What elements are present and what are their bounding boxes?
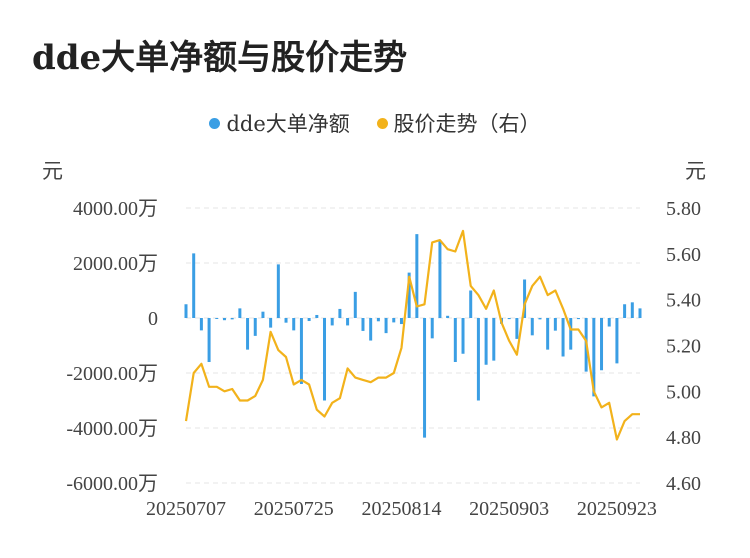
bar — [238, 308, 242, 318]
bar — [184, 304, 188, 318]
bar — [299, 318, 303, 384]
bar — [207, 318, 211, 362]
bar — [484, 318, 488, 365]
right-axis-unit: 元 — [685, 159, 706, 183]
right-tick-label: 5.40 — [666, 290, 701, 312]
bar — [392, 318, 396, 323]
bar — [230, 318, 234, 320]
legend-label-price: 股价走势（右） — [393, 112, 541, 136]
bar — [338, 308, 342, 318]
bar — [192, 253, 196, 318]
x-tick-label: 20250707 — [146, 498, 226, 520]
bar — [369, 318, 373, 341]
left-tick-label: -6000.00万 — [66, 473, 158, 495]
legend-dot-dde-icon — [209, 117, 221, 129]
bar — [261, 311, 265, 318]
bar — [323, 318, 327, 401]
bar — [607, 318, 611, 327]
bar — [638, 308, 642, 318]
line-series — [184, 229, 640, 441]
bar — [253, 318, 257, 336]
bar — [292, 318, 296, 331]
legend: dde大单净额 股价走势（右） — [0, 108, 750, 138]
bar — [269, 318, 273, 328]
bar — [276, 264, 280, 318]
axis-labels: 4000.00万 2000.00万 0 -2000.00万 -4000.00万 -6000… — [66, 198, 701, 520]
bar — [446, 315, 450, 318]
left-tick-label: -2000.00万 — [66, 363, 158, 385]
bar — [307, 318, 311, 322]
legend-item-price[interactable]: 股价走势（右） — [376, 108, 541, 138]
right-tick-label: 4.60 — [666, 473, 701, 495]
bar — [376, 318, 380, 322]
bar — [507, 318, 511, 320]
bar — [546, 318, 550, 350]
x-tick-label: 20250725 — [254, 498, 334, 520]
bar — [630, 302, 634, 318]
right-tick-label: 5.60 — [666, 244, 701, 266]
bar — [415, 234, 419, 318]
bar — [469, 290, 473, 318]
bar — [361, 318, 365, 331]
left-axis-unit: 元 — [42, 159, 63, 183]
bar — [330, 318, 334, 326]
right-tick-label: 5.00 — [666, 381, 701, 403]
right-tick-label: 4.80 — [666, 427, 701, 449]
bar — [623, 304, 627, 318]
bar — [284, 318, 288, 323]
bar — [353, 291, 357, 318]
bar-series — [184, 234, 642, 438]
x-tick-label: 20250814 — [361, 498, 441, 520]
left-tick-label: 0 — [148, 308, 158, 330]
bar — [199, 318, 203, 331]
bar — [423, 318, 427, 438]
x-tick-label: 20250903 — [469, 498, 549, 520]
bar — [430, 318, 434, 339]
bar — [592, 318, 596, 397]
x-tick-label: 20250923 — [577, 498, 657, 520]
bar — [492, 318, 496, 361]
legend-dot-price-icon — [376, 117, 388, 129]
bar — [615, 318, 619, 364]
bar — [553, 318, 557, 331]
bar — [523, 279, 527, 318]
bar — [561, 318, 565, 357]
legend-item-dde[interactable]: dde大单净额 — [209, 108, 350, 138]
bar — [246, 318, 250, 350]
bar — [461, 318, 465, 354]
bar — [384, 318, 388, 334]
bar — [222, 318, 226, 321]
bar — [215, 318, 219, 319]
bar — [407, 272, 411, 318]
bar — [315, 314, 319, 318]
bar — [576, 318, 580, 320]
left-tick-label: 4000.00万 — [73, 198, 158, 220]
bar — [569, 318, 573, 350]
left-tick-label: -4000.00万 — [66, 418, 158, 440]
chart-title: dde大单净额与股价走势 — [32, 38, 408, 78]
right-tick-label: 5.80 — [666, 198, 701, 220]
right-tick-label: 5.20 — [666, 336, 701, 358]
legend-label-dde: dde大单净额 — [226, 112, 350, 136]
bar — [453, 318, 457, 362]
left-tick-label: 2000.00万 — [73, 253, 158, 275]
grid-layer — [186, 207, 640, 484]
price-line — [184, 229, 640, 441]
bar — [538, 318, 542, 320]
bar — [346, 318, 350, 326]
bar — [399, 318, 403, 325]
bar — [476, 318, 480, 401]
bar — [515, 318, 519, 339]
bar — [530, 318, 534, 336]
bar — [438, 241, 442, 318]
bar — [600, 318, 604, 371]
